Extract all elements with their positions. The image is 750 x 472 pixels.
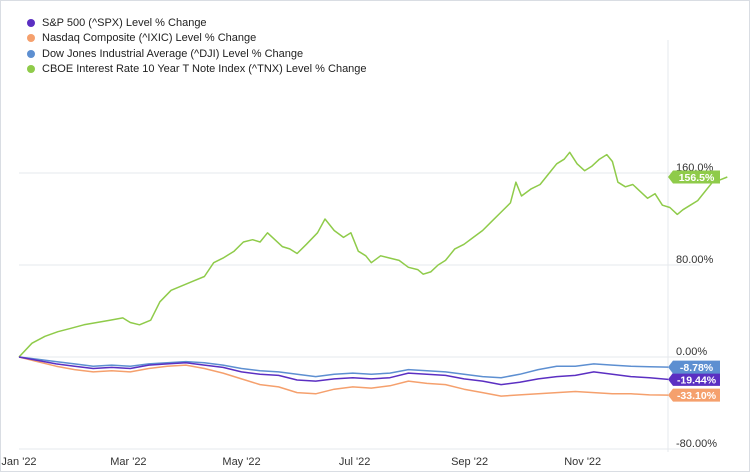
- end-value-flag: [668, 170, 720, 184]
- end-value-label: 156.5%: [668, 170, 720, 184]
- legend-item-tnx[interactable]: CBOE Interest Rate 10 Year T Note Index …: [27, 62, 367, 78]
- end-value-text: -33.10%: [677, 390, 717, 402]
- series-line: [18, 151, 728, 358]
- legend-label-dji: Dow Jones Industrial Average (^DJI) Leve…: [42, 47, 304, 60]
- legend-item-dji[interactable]: Dow Jones Industrial Average (^DJI) Leve…: [27, 46, 367, 62]
- end-value-flag: [668, 360, 720, 374]
- x-tick-label: Sep '22: [451, 456, 488, 468]
- end-value-flag: [668, 372, 720, 386]
- end-value-label: -8.78%: [668, 360, 720, 374]
- end-value-text: -19.44%: [677, 374, 717, 386]
- x-tick-label: Mar '22: [110, 456, 146, 468]
- end-value-label: -33.10%: [668, 388, 720, 402]
- legend-label-spx: S&P 500 (^SPX) Level % Change: [42, 16, 207, 29]
- end-value-text: 156.5%: [679, 172, 715, 184]
- y-tick-label: 80.00%: [676, 254, 714, 266]
- y-tick-label: 0.00%: [676, 346, 707, 358]
- legend-item-ixic[interactable]: Nasdaq Composite (^IXIC) Level % Change: [27, 31, 367, 47]
- legend-dot-dji: [27, 49, 35, 58]
- series-line: [18, 356, 669, 379]
- x-tick-label: Jan '22: [1, 456, 36, 468]
- legend-dot-tnx: [27, 65, 35, 74]
- legend-label-tnx: CBOE Interest Rate 10 Year T Note Index …: [42, 63, 367, 76]
- y-tick-label: -80.00%: [676, 438, 717, 450]
- x-tick-label: May '22: [222, 456, 260, 468]
- end-value-flag: [668, 388, 720, 402]
- legend: S&P 500 (^SPX) Level % Change Nasdaq Com…: [27, 15, 367, 77]
- legend-label-ixic: Nasdaq Composite (^IXIC) Level % Change: [42, 32, 257, 45]
- x-tick-label: Nov '22: [564, 456, 601, 468]
- end-value-text: -8.78%: [680, 362, 714, 374]
- series-line: [18, 356, 669, 397]
- legend-dot-ixic: [27, 34, 35, 43]
- legend-dot-spx: [27, 18, 35, 27]
- end-value-label: -19.44%: [668, 372, 720, 386]
- legend-item-spx[interactable]: S&P 500 (^SPX) Level % Change: [27, 15, 367, 31]
- x-tick-label: Jul '22: [339, 456, 370, 468]
- series-line: [18, 356, 669, 386]
